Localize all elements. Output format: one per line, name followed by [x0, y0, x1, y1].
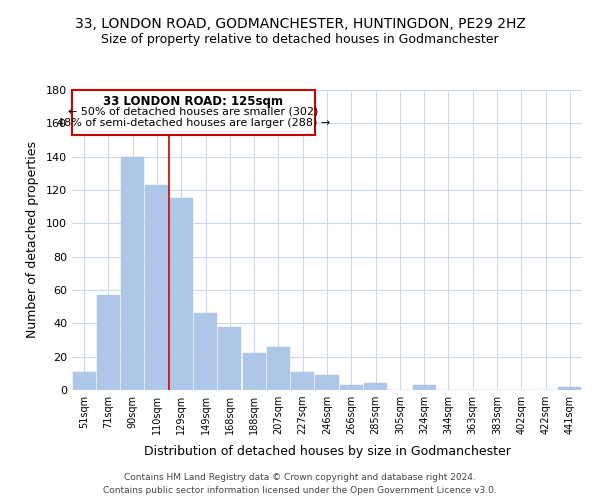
Bar	[291, 372, 314, 390]
Text: 33, LONDON ROAD, GODMANCHESTER, HUNTINGDON, PE29 2HZ: 33, LONDON ROAD, GODMANCHESTER, HUNTINGD…	[74, 18, 526, 32]
X-axis label: Distribution of detached houses by size in Godmanchester: Distribution of detached houses by size …	[143, 446, 511, 458]
Y-axis label: Number of detached properties: Number of detached properties	[26, 142, 39, 338]
Bar	[559, 386, 581, 390]
Bar	[267, 346, 290, 390]
Bar	[97, 295, 120, 390]
Bar	[73, 372, 95, 390]
Bar	[242, 354, 266, 390]
Bar	[340, 385, 363, 390]
FancyBboxPatch shape	[72, 90, 315, 135]
Bar	[121, 156, 144, 390]
Text: 48% of semi-detached houses are larger (288) →: 48% of semi-detached houses are larger (…	[57, 118, 330, 128]
Bar	[170, 198, 193, 390]
Bar	[364, 384, 387, 390]
Bar	[145, 185, 169, 390]
Text: Contains public sector information licensed under the Open Government Licence v3: Contains public sector information licen…	[103, 486, 497, 495]
Bar	[194, 314, 217, 390]
Text: ← 50% of detached houses are smaller (302): ← 50% of detached houses are smaller (30…	[68, 106, 319, 117]
Text: Contains HM Land Registry data © Crown copyright and database right 2024.: Contains HM Land Registry data © Crown c…	[124, 472, 476, 482]
Bar	[413, 385, 436, 390]
Bar	[218, 326, 241, 390]
Text: Size of property relative to detached houses in Godmanchester: Size of property relative to detached ho…	[101, 32, 499, 46]
Bar	[316, 375, 338, 390]
Text: 33 LONDON ROAD: 125sqm: 33 LONDON ROAD: 125sqm	[103, 94, 283, 108]
